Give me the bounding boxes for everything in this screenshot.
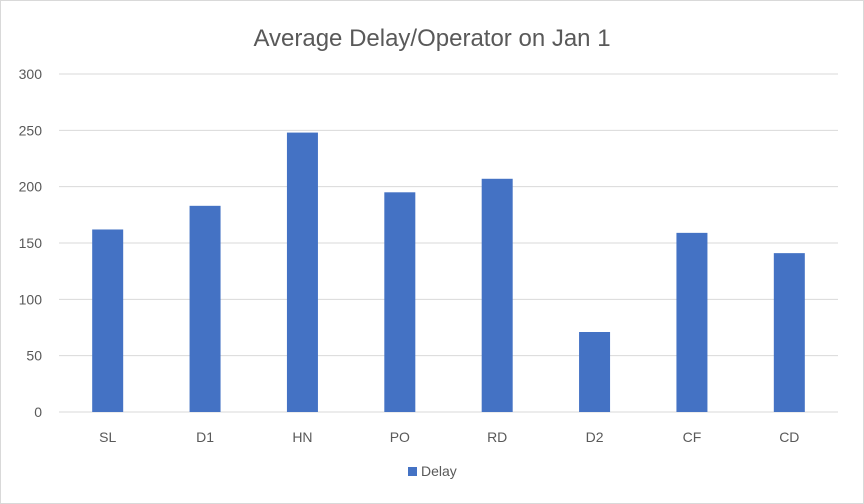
x-tick-label: CD bbox=[779, 429, 799, 445]
x-tick-label: CF bbox=[683, 429, 702, 445]
x-tick-label: SL bbox=[99, 429, 116, 445]
y-tick-label: 100 bbox=[19, 291, 43, 307]
x-tick-label: HN bbox=[292, 429, 312, 445]
bar-rd bbox=[481, 178, 513, 412]
y-tick-label: 0 bbox=[34, 404, 42, 420]
y-tick-label: 150 bbox=[19, 235, 43, 251]
bar-cf bbox=[676, 232, 708, 412]
bars bbox=[92, 132, 805, 412]
x-tick-label: D1 bbox=[196, 429, 214, 445]
bar-cd bbox=[773, 253, 805, 412]
bar-d1 bbox=[189, 205, 221, 412]
y-tick-label: 50 bbox=[26, 348, 42, 364]
y-tick-label: 300 bbox=[19, 66, 43, 82]
x-tick-label: RD bbox=[487, 429, 507, 445]
y-tick-label: 250 bbox=[19, 122, 43, 138]
x-tick-label: PO bbox=[390, 429, 410, 445]
x-tick-label: D2 bbox=[586, 429, 604, 445]
y-axis-ticks: 0 50 100 150 200 250 300 bbox=[19, 66, 43, 420]
bar-sl bbox=[92, 229, 124, 412]
x-axis-ticks: SL D1 HN PO RD D2 CF CD bbox=[99, 429, 799, 445]
y-tick-label: 200 bbox=[19, 179, 43, 195]
legend: Delay bbox=[408, 463, 457, 479]
chart-title: Average Delay/Operator on Jan 1 bbox=[253, 25, 610, 52]
bar-po bbox=[384, 192, 416, 412]
gridlines bbox=[59, 73, 838, 413]
legend-swatch-delay bbox=[408, 467, 417, 476]
legend-label-delay: Delay bbox=[421, 463, 457, 479]
bar-hn bbox=[286, 132, 318, 412]
bar-d2 bbox=[579, 332, 611, 412]
